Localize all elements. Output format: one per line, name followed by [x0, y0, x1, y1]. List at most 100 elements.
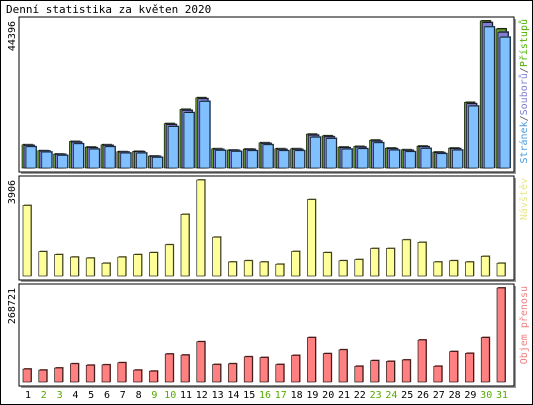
bar-stránek: [341, 148, 353, 169]
bar-traffic: [117, 362, 127, 383]
bar-traffic: [243, 356, 253, 383]
x-tick-label: 20: [322, 390, 334, 401]
bar-visits: [417, 242, 427, 277]
bar-traffic: [386, 361, 395, 383]
bar-visits: [338, 260, 348, 277]
bar-traffic: [180, 354, 190, 383]
x-tick-label: 13: [212, 390, 224, 401]
bar-traffic: [496, 287, 506, 383]
bar-traffic: [480, 337, 490, 383]
bar-visits: [228, 261, 237, 277]
x-tick-label: 11: [180, 390, 192, 401]
panel-visits: 3906 Návštěv: [7, 175, 530, 282]
bar-traffic: [291, 355, 300, 383]
bar-traffic: [275, 364, 285, 383]
x-tick-label: 15: [243, 390, 255, 401]
bar-visits: [401, 239, 411, 277]
bar-traffic: [417, 339, 427, 383]
bar-stránek: [278, 150, 290, 169]
bar-stránek: [215, 150, 226, 169]
x-tick-label: 21: [338, 390, 350, 401]
bar-stránek: [199, 101, 211, 169]
bar-traffic: [149, 370, 158, 383]
bar-visits: [70, 256, 79, 277]
x-tick-label: 6: [104, 390, 110, 401]
x-tick-label: 12: [196, 390, 208, 401]
bar-visits: [433, 261, 443, 277]
x-tick-label: 26: [417, 390, 429, 401]
bar-visits: [370, 248, 379, 277]
bar-visits: [322, 252, 332, 277]
x-tick-label: 22: [354, 390, 366, 401]
bar-visits: [38, 251, 48, 277]
bar-stránek: [310, 136, 321, 169]
bar-stránek: [499, 36, 511, 169]
bar-visits: [133, 254, 142, 277]
bar-stránek: [468, 105, 479, 169]
x-tick-label: 30: [480, 390, 492, 401]
bar-stránek: [452, 149, 463, 169]
bar-traffic: [465, 353, 474, 383]
x-tick-label: 27: [433, 390, 445, 401]
legend-entry: /: [519, 115, 530, 121]
legend-pages: Stránek/Souborů/Přístupů: [518, 19, 530, 164]
bar-stránek: [420, 148, 432, 169]
legend-entry: Stránek: [518, 121, 530, 163]
x-tick-label: 24: [385, 390, 397, 401]
x-tick-label: 29: [464, 390, 476, 401]
bar-visits: [212, 236, 221, 277]
x-tick-label: 14: [227, 390, 239, 401]
bar-stránek: [483, 26, 495, 169]
bar-stránek: [88, 148, 100, 169]
bar-stránek: [25, 146, 37, 169]
bar-traffic: [401, 359, 411, 383]
bar-stránek: [57, 155, 68, 169]
bar-traffic: [70, 363, 79, 383]
legend-entry: /: [519, 67, 530, 73]
bar-stránek: [104, 146, 116, 169]
bar-traffic: [307, 337, 316, 383]
bar-visits: [180, 214, 190, 277]
legend-entry: Souborů: [518, 73, 530, 115]
x-tick-label: 16: [259, 390, 271, 401]
bar-stránek: [294, 150, 305, 169]
x-axis-day-labels: 1 2 3 4 5 6 7 8 9 10 11 12 13 14 15 16 17 18 19 20 21 22 23 24 2…: [25, 390, 508, 401]
bar-traffic: [370, 360, 379, 383]
bar-stránek: [436, 153, 448, 169]
bar-stránek: [262, 144, 274, 169]
chart-title: Denní statistika za květen 2020: [6, 3, 211, 16]
bar-traffic: [259, 357, 269, 383]
bar-traffic: [338, 349, 348, 383]
bar-visits: [307, 199, 316, 277]
legend-entry: Objem přenosu: [518, 286, 530, 364]
bar-traffic: [22, 368, 32, 383]
bar-stránek: [136, 152, 147, 169]
bar-visits: [164, 244, 174, 277]
bar-traffic: [354, 365, 364, 383]
bar-visits: [149, 252, 158, 277]
bar-traffic: [101, 364, 111, 383]
legend-entry: Přístupů: [518, 19, 530, 67]
bar-visits: [275, 263, 285, 277]
bar-traffic: [449, 351, 458, 383]
bar-stránek: [325, 138, 337, 169]
bar-stránek: [183, 112, 195, 169]
legend-entry: Návštěv: [518, 178, 530, 220]
legend-visits: Návštěv: [518, 178, 530, 220]
bar-visits: [196, 179, 206, 277]
y-max-label-visits: 3906: [7, 180, 18, 204]
x-tick-label: 31: [496, 390, 508, 401]
x-tick-label: 18: [291, 390, 303, 401]
bar-traffic: [322, 353, 332, 383]
bar-traffic: [38, 369, 48, 383]
bar-visits: [291, 251, 300, 277]
x-tick-label: 19: [306, 390, 318, 401]
panel-traffic: 268721 Objem přenosu: [7, 283, 530, 388]
bar-visits: [22, 205, 32, 277]
bar-stránek: [152, 157, 163, 169]
x-tick-label: 5: [88, 390, 94, 401]
bar-stránek: [389, 149, 400, 169]
y-max-label-pages: 44396: [7, 21, 18, 51]
legend-traffic: Objem přenosu: [518, 286, 530, 364]
